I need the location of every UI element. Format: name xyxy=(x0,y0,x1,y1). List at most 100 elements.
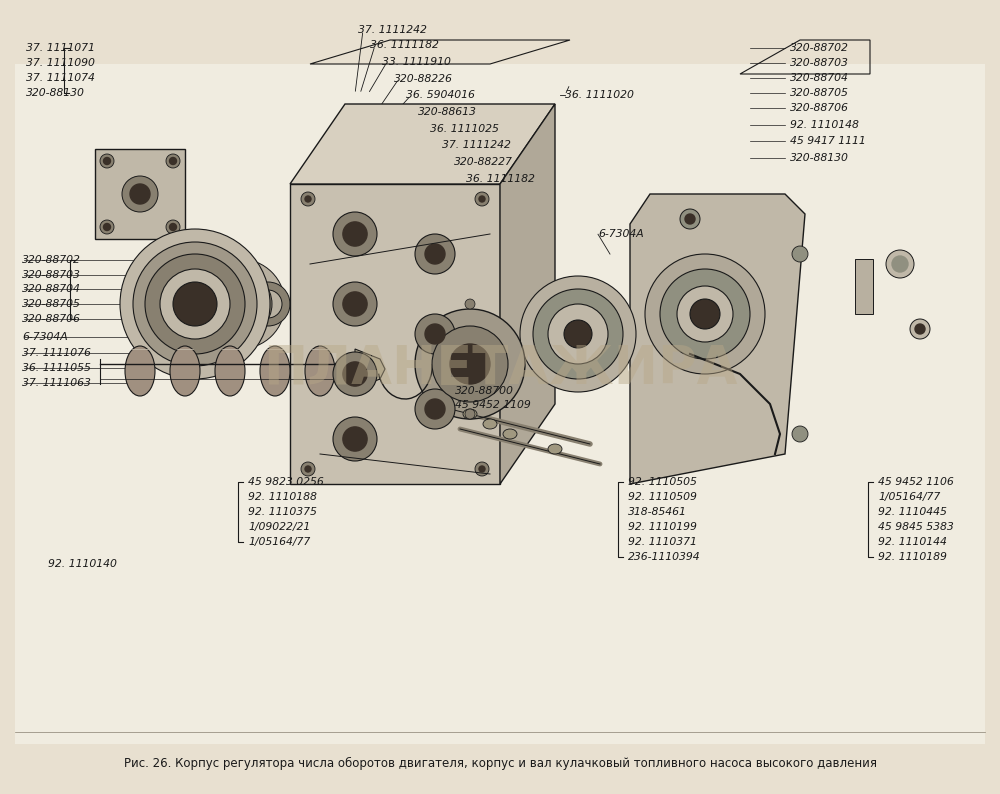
Bar xyxy=(15,64,985,744)
Text: 92. 1110140: 92. 1110140 xyxy=(48,559,117,569)
Text: 92. 1110188: 92. 1110188 xyxy=(248,492,317,502)
Bar xyxy=(855,259,873,314)
Circle shape xyxy=(520,276,636,392)
Text: 320-88702: 320-88702 xyxy=(22,256,81,265)
Polygon shape xyxy=(630,194,805,484)
Circle shape xyxy=(425,399,445,419)
Circle shape xyxy=(195,259,285,349)
Text: 320-88703: 320-88703 xyxy=(22,270,81,279)
Circle shape xyxy=(343,292,367,316)
Text: 37. 1111076: 37. 1111076 xyxy=(22,348,91,357)
Circle shape xyxy=(680,209,700,229)
Circle shape xyxy=(479,466,485,472)
Circle shape xyxy=(170,157,176,164)
Text: 45 9452 1106: 45 9452 1106 xyxy=(878,477,954,487)
Circle shape xyxy=(305,196,311,202)
Circle shape xyxy=(690,299,720,329)
Text: 36. 1111055: 36. 1111055 xyxy=(22,363,91,372)
Circle shape xyxy=(305,466,311,472)
Circle shape xyxy=(475,462,489,476)
Text: ПЛАНЕТАЖИРА: ПЛАНЕТАЖИРА xyxy=(263,343,737,395)
Text: 92. 1110375: 92. 1110375 xyxy=(248,507,317,517)
Text: 320-88130: 320-88130 xyxy=(26,88,85,98)
Ellipse shape xyxy=(170,346,200,396)
Ellipse shape xyxy=(548,444,562,454)
Polygon shape xyxy=(290,104,555,184)
Text: 92. 1110148: 92. 1110148 xyxy=(790,120,859,129)
Text: 320-88130: 320-88130 xyxy=(790,153,849,163)
Text: Рис. 26. Корпус регулятора числа оборотов двигателя, корпус и вал кулачковый топ: Рис. 26. Корпус регулятора числа оборото… xyxy=(124,757,876,770)
Circle shape xyxy=(685,214,695,224)
Circle shape xyxy=(166,154,180,168)
Ellipse shape xyxy=(503,429,517,439)
Circle shape xyxy=(222,286,258,322)
Ellipse shape xyxy=(260,346,290,396)
Circle shape xyxy=(133,242,257,366)
Circle shape xyxy=(173,282,217,326)
Circle shape xyxy=(166,220,180,234)
Circle shape xyxy=(645,254,765,374)
Circle shape xyxy=(160,269,230,339)
Circle shape xyxy=(415,314,455,354)
Text: 45 9452 1109: 45 9452 1109 xyxy=(455,400,531,410)
Circle shape xyxy=(104,157,110,164)
Text: 320-88705: 320-88705 xyxy=(22,299,81,309)
Text: 92. 1110505: 92. 1110505 xyxy=(628,477,697,487)
Circle shape xyxy=(915,324,925,334)
Ellipse shape xyxy=(483,419,497,429)
Text: 92. 1110371: 92. 1110371 xyxy=(628,538,697,547)
Circle shape xyxy=(343,427,367,451)
Text: 1/05164/77: 1/05164/77 xyxy=(878,492,940,502)
Text: 37. 1111074: 37. 1111074 xyxy=(26,73,95,83)
Circle shape xyxy=(415,309,525,419)
Circle shape xyxy=(208,272,272,336)
Text: 320-88700: 320-88700 xyxy=(455,386,514,395)
Circle shape xyxy=(792,246,808,262)
Text: 6-7304A: 6-7304A xyxy=(598,229,644,239)
Text: 320-88706: 320-88706 xyxy=(790,103,849,113)
Text: 37. 1111090: 37. 1111090 xyxy=(26,58,95,67)
Text: 33. 1111910: 33. 1111910 xyxy=(382,57,451,67)
Text: 92. 1110509: 92. 1110509 xyxy=(628,492,697,502)
Text: 92. 1110144: 92. 1110144 xyxy=(878,538,947,547)
Circle shape xyxy=(465,409,475,419)
Circle shape xyxy=(475,192,489,206)
Circle shape xyxy=(333,352,377,396)
Text: 320-88704: 320-88704 xyxy=(22,284,81,294)
Text: 320-88226: 320-88226 xyxy=(394,74,453,83)
Ellipse shape xyxy=(463,409,477,419)
Text: 37. 1111242: 37. 1111242 xyxy=(442,141,511,150)
Ellipse shape xyxy=(305,346,335,396)
Bar xyxy=(290,184,500,484)
Circle shape xyxy=(677,286,733,342)
Text: 36. 5904016: 36. 5904016 xyxy=(406,91,475,100)
Ellipse shape xyxy=(215,346,245,396)
Circle shape xyxy=(343,362,367,386)
Circle shape xyxy=(100,154,114,168)
Circle shape xyxy=(333,282,377,326)
Text: 37. 1111071: 37. 1111071 xyxy=(26,43,95,52)
Text: 45 9823 0256: 45 9823 0256 xyxy=(248,477,324,487)
Text: 320-88227: 320-88227 xyxy=(454,157,513,167)
Text: 45 9417 1111: 45 9417 1111 xyxy=(790,137,866,146)
Text: 1/09022/21: 1/09022/21 xyxy=(248,522,310,532)
Circle shape xyxy=(910,319,930,339)
Text: 6-7304A: 6-7304A xyxy=(22,332,68,341)
Circle shape xyxy=(145,254,245,354)
Circle shape xyxy=(170,223,176,230)
Circle shape xyxy=(122,176,158,212)
Polygon shape xyxy=(500,104,555,484)
Text: 36. 1111182: 36. 1111182 xyxy=(466,174,535,183)
Circle shape xyxy=(450,344,490,384)
Text: 320-88705: 320-88705 xyxy=(790,88,849,98)
Text: 36. 1111025: 36. 1111025 xyxy=(430,124,499,133)
Circle shape xyxy=(100,220,114,234)
Circle shape xyxy=(343,222,367,246)
Circle shape xyxy=(425,244,445,264)
Bar xyxy=(95,149,185,239)
Circle shape xyxy=(432,326,508,402)
Text: 320-88706: 320-88706 xyxy=(22,314,81,324)
Ellipse shape xyxy=(125,346,155,396)
Text: 92. 1110199: 92. 1110199 xyxy=(628,522,697,532)
Circle shape xyxy=(548,304,608,364)
